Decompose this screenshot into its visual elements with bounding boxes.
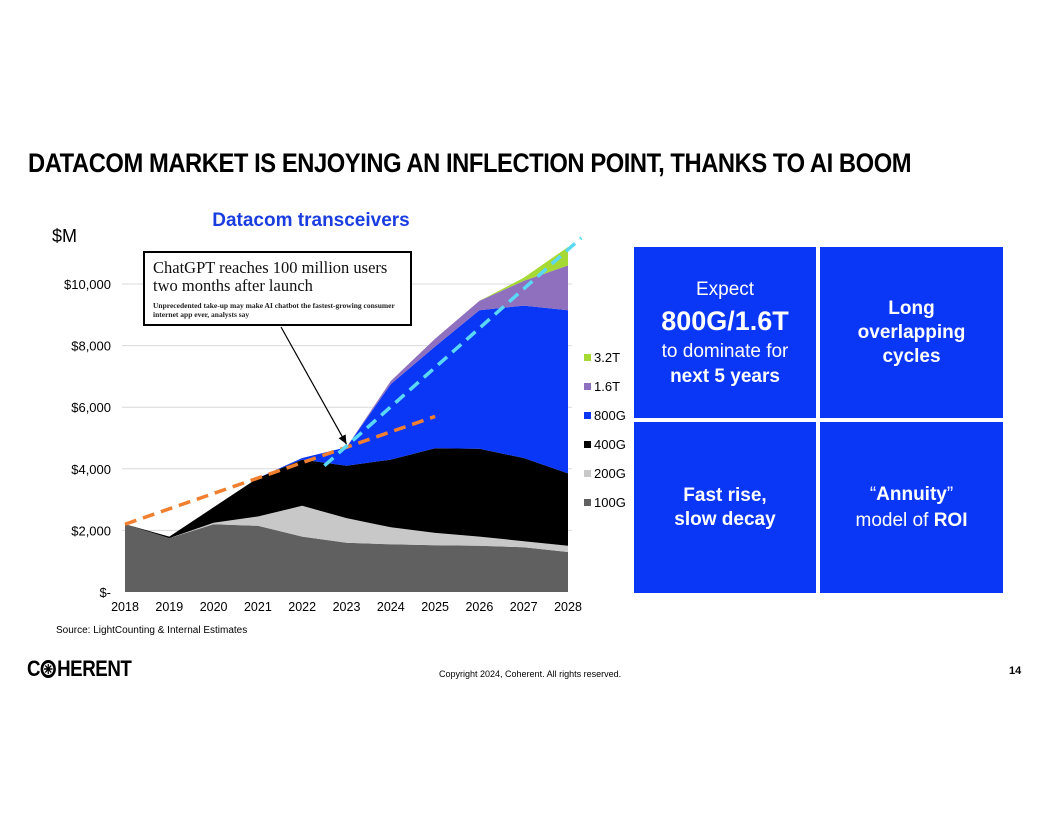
coherent-logo: C HERENT	[27, 656, 132, 682]
legend-label: 3.2T	[594, 349, 621, 365]
chart-title: Datacom transceivers	[212, 210, 410, 231]
callout-arrowhead	[338, 434, 347, 445]
panel-long-line3: cycles	[882, 345, 941, 367]
legend-label: 100G	[594, 494, 626, 510]
legend-item-3-2t: 3.2T	[584, 349, 621, 365]
panel-annuity: “Annuity” model of ROI	[820, 422, 1003, 593]
legend-label: 800G	[594, 407, 626, 423]
area-100g	[125, 524, 568, 592]
open-quote: “	[869, 483, 877, 505]
area-1-6t	[125, 265, 568, 537]
legend-swatch	[584, 498, 591, 506]
panel-long-line2: overlapping	[857, 321, 966, 343]
callout-headline: ChatGPT reaches 100 million users two mo…	[153, 258, 388, 295]
panel-annuity-line1: “Annuity”	[870, 482, 953, 508]
y-tick-label: $4,000	[71, 462, 111, 477]
annuity-model-text: model of	[855, 509, 934, 531]
panel-fast-rise: Fast rise, slow decay	[634, 422, 816, 593]
trend-line-historical	[124, 414, 436, 526]
legend-swatch	[584, 440, 591, 448]
x-tick-label: 2024	[377, 600, 405, 614]
chatgpt-news-callout: ChatGPT reaches 100 million users two mo…	[143, 251, 412, 326]
close-quote: ”	[946, 483, 954, 505]
panel-fast-line2: slow decay	[674, 508, 776, 530]
panel-fast-line1: Fast rise,	[683, 484, 767, 506]
y-tick-label: $2,000	[71, 523, 111, 538]
legend-swatch	[584, 411, 591, 419]
x-tick-label: 2023	[333, 600, 361, 614]
callout-subhead: Unprecedented take-up may make AI chatbo…	[153, 301, 395, 319]
copyright-text: Copyright 2024, Coherent. All rights res…	[439, 669, 622, 679]
x-tick-label: 2028	[554, 600, 582, 614]
x-tick-label: 2021	[244, 600, 272, 614]
trend-line-ai-growth	[323, 236, 583, 468]
logo-letters-herent: HERENT	[57, 656, 132, 681]
panel-long-line1: Long	[888, 297, 935, 319]
legend-item-100g: 100G	[584, 494, 626, 510]
panel-expect-line2: 800G/1.6T	[661, 305, 789, 336]
x-tick-label: 2019	[155, 600, 183, 614]
x-tick-label: 2026	[465, 600, 493, 614]
legend-label: 1.6T	[594, 378, 621, 394]
y-axis-label: $M	[52, 226, 77, 246]
callout-arrow	[280, 326, 348, 445]
legend-label: 200G	[594, 465, 626, 481]
globe-logo-icon	[40, 660, 57, 678]
x-tick-label: 2018	[111, 600, 139, 614]
legend-item-1-6t: 1.6T	[584, 378, 621, 394]
panel-expect-line3: to dominate for	[661, 340, 789, 362]
y-tick-label: $10,000	[64, 277, 111, 292]
annuity-roi-text: ROI	[933, 509, 968, 531]
legend-item-200g: 200G	[584, 465, 626, 481]
legend-item-400g: 400G	[584, 436, 626, 452]
trend-lines	[124, 236, 583, 526]
x-tick-labels: 2018 2019 2020 2021 2022 2023 2024 2025 2026 2027…	[111, 600, 582, 614]
panel-expect-line4: next 5 years	[670, 365, 780, 387]
legend-swatch	[584, 382, 591, 390]
x-tick-label: 2022	[288, 600, 316, 614]
stacked-areas	[125, 247, 568, 592]
source-note: Source: LightCounting & Internal Estimat…	[56, 625, 248, 636]
y-tick-label: $8,000	[71, 339, 111, 354]
slide-title: DATACOM MARKET IS ENJOYING AN INFLECTION…	[28, 148, 912, 178]
logo-letter-c: C	[27, 656, 41, 681]
x-tick-label: 2027	[510, 600, 538, 614]
panel-expect-line1: Expect	[695, 278, 755, 300]
panel-annuity-line2: model of ROI	[856, 508, 968, 534]
panel-expect-800g: Expect 800G/1.6T to dominate for next 5 …	[634, 247, 816, 418]
legend-swatch	[584, 469, 591, 477]
area-200g	[125, 505, 568, 552]
legend-label: 400G	[594, 436, 626, 452]
legend-item-800g: 800G	[584, 407, 626, 423]
legend-swatch	[584, 353, 591, 361]
x-tick-label: 2020	[200, 600, 228, 614]
panel-long-cycles: Long overlapping cycles	[820, 247, 1003, 418]
page-number: 14	[1009, 665, 1022, 677]
y-tick-label: $6,000	[71, 400, 111, 415]
area-800g	[125, 305, 568, 537]
y-tick-label: $-	[99, 585, 111, 600]
area-400g	[125, 448, 568, 546]
y-tick-labels: $- $2,000 $4,000 $6,000 $8,000 $10,000	[64, 277, 111, 600]
annuity-word: Annuity	[876, 483, 947, 505]
x-tick-label: 2025	[421, 600, 449, 614]
